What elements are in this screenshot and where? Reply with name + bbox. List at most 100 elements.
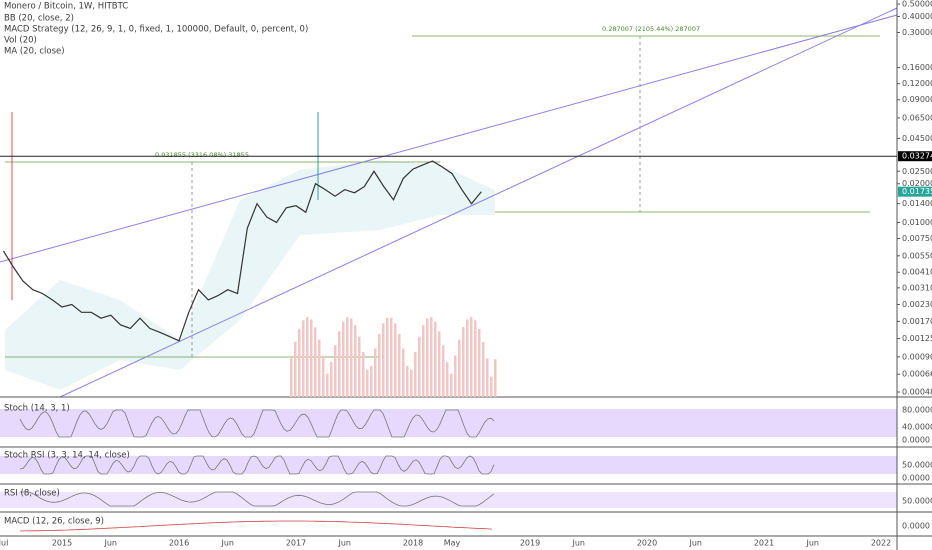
indicator-label: BB (20, close, 2) (4, 14, 74, 24)
volume-bar (430, 317, 433, 397)
x-tick-label: Jun (572, 539, 586, 548)
volume-bar (318, 339, 321, 397)
y-tick-label: 0.000660 (902, 370, 932, 379)
price-label-box (898, 151, 932, 162)
y-tick-label: 0.000480 (902, 388, 932, 397)
x-tick-label: 2021 (754, 539, 774, 548)
y-tick-label: 0.400000 (902, 12, 932, 21)
x-tick-label: May (444, 539, 461, 548)
y-tick-label: 0.001250 (902, 334, 932, 343)
volume-bar (398, 333, 401, 397)
volume-bar (330, 362, 333, 397)
volume-bar (326, 373, 329, 397)
y-tick-label: 0.065000 (902, 113, 932, 122)
y-tick-label: 0.160000 (902, 63, 932, 72)
volume-bar (378, 333, 381, 397)
volume-bar (394, 323, 397, 397)
stoch-band (0, 409, 897, 437)
pane-title: MACD (12, 26, close, 9) (4, 517, 104, 527)
y-tick-label: 0.004100 (902, 268, 932, 277)
volume-bar (442, 345, 445, 397)
volume-bar (306, 317, 309, 397)
y-tick-label: 0.025000 (902, 167, 932, 176)
volume-bar (402, 348, 405, 397)
volume-bar (410, 369, 413, 397)
volume-bar (386, 317, 389, 397)
volume-bar (486, 358, 489, 397)
x-tick-label: Jun (806, 539, 820, 548)
volume-bar (374, 348, 377, 397)
annotation: 0.287007 (2105.44%) 287007 (602, 25, 700, 33)
stoch-rsi-band (0, 456, 897, 474)
trendline (0, 14, 898, 263)
volume-bar (390, 317, 393, 397)
volume-bar (354, 325, 357, 397)
macd-line (19, 520, 493, 532)
volume-bar (466, 319, 469, 397)
x-tick-label: 2019 (520, 539, 540, 548)
volume-bar (350, 318, 353, 397)
volume-bar (418, 336, 421, 397)
pane-title: RSI (8, close) (4, 489, 60, 499)
volume-bar (302, 320, 305, 397)
volume-bar (482, 342, 485, 397)
volume-bar (470, 317, 473, 397)
volume-bar (458, 339, 461, 397)
y-tick-label: 0.003100 (902, 283, 932, 292)
annotation: 0.031855 (3316.08%) 31855 (155, 151, 249, 159)
y-tick-label: 0.002300 (902, 300, 932, 309)
x-tick-label: Jun (104, 539, 118, 548)
y-tick-label: 0.014000 (902, 199, 932, 208)
volume-bar (294, 341, 297, 397)
volume-bar (438, 331, 441, 397)
x-tick-label: Jun (221, 539, 235, 548)
volume-bar (346, 317, 349, 397)
indicator-label: MACD Strategy (12, 26, 9, 1, 0, fixed, 1… (4, 25, 308, 35)
symbol-title: Monero / Bitcoin, 1W, HITBTC (4, 2, 128, 12)
volume-bar (322, 355, 325, 397)
trendline (59, 7, 898, 398)
pane-tick: 50.0000 (902, 461, 932, 470)
volume-bar (314, 327, 317, 397)
oscillator (19, 455, 495, 475)
volume-bar (358, 336, 361, 397)
volume-bar (414, 351, 417, 397)
price-label: 0.017353 (902, 187, 932, 196)
x-tick-label: 2015 (52, 539, 72, 548)
bollinger-band (5, 160, 495, 390)
pane-title: Stoch (14, 3, 1) (4, 404, 70, 414)
volume-bar (370, 365, 373, 397)
indicator-label: MA (20, close) (4, 47, 65, 57)
x-tick-label: 2018 (403, 539, 423, 548)
pane-title: Stoch RSI (3, 3, 14, 14, close) (4, 451, 130, 461)
volume-bar (422, 325, 425, 397)
pane-tick: 0.0000 (902, 474, 930, 483)
indicator-label: Vol (20) (4, 36, 37, 46)
volume-bar (366, 369, 369, 397)
y-tick-label: 0.010000 (902, 218, 932, 227)
y-tick-label: 0.020000 (902, 179, 932, 188)
y-tick-label: 0.045000 (902, 134, 932, 143)
volume-bar (450, 373, 453, 397)
x-tick-label: 2016 (169, 539, 189, 548)
x-tick-label: 2020 (637, 539, 657, 548)
y-tick-label: 0.500000 (902, 0, 932, 8)
y-tick-label: 0.007500 (902, 234, 932, 243)
x-tick-label: Jul (0, 539, 8, 548)
y-tick-label: 0.090000 (902, 95, 932, 104)
y-tick-label: 0.120000 (902, 79, 932, 88)
pane-tick: 0.0000 (902, 436, 930, 445)
price-label: 0.032749 (902, 152, 932, 161)
volume-bar (362, 352, 365, 397)
volume-bar (334, 345, 337, 397)
volume-bar (290, 358, 293, 397)
x-tick-label: 2017 (286, 539, 306, 548)
pane-tick: 50.0000 (902, 497, 932, 506)
volume-bar (298, 328, 301, 397)
volume-bar (494, 359, 497, 397)
pane-tick: 80.0000 (902, 406, 932, 415)
y-tick-label: 0.000900 (902, 352, 932, 361)
volume-bar (406, 365, 409, 397)
